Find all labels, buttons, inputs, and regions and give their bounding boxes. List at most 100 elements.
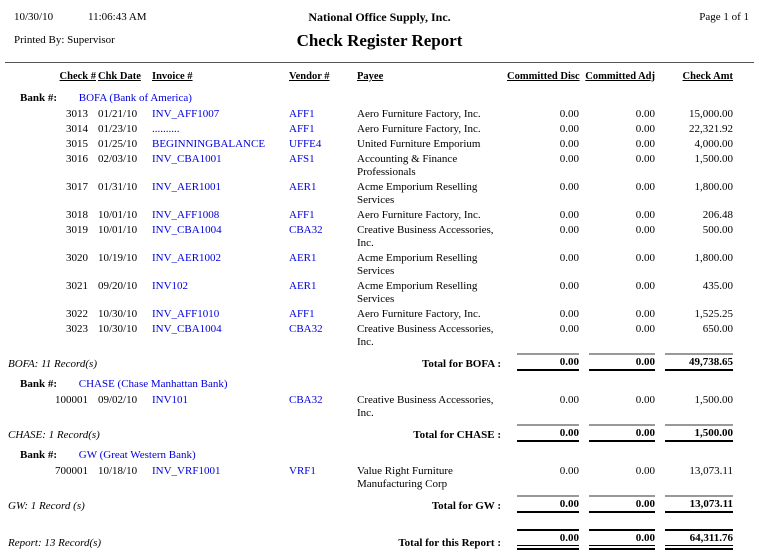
print-date: 10/30/10 [14,11,54,23]
cell-disc: 0.00 [559,308,579,320]
check-row: 700001 10/18/10 INV_VRF1001 VRF1 Value R… [8,464,733,492]
cell-check: 3014 [66,123,88,135]
bank-name: GW (Great Western Bank) [78,449,196,461]
cell-adj: 0.00 [635,123,655,135]
cell-disc: 0.00 [559,224,579,236]
double-rule [665,548,733,550]
cell-disc: 0.00 [559,252,579,264]
record-count-label: CHASE: 1 Record(s) [8,429,100,441]
cell-amt: 22,321.92 [689,123,733,135]
cell-invoice: .......... [152,123,180,135]
cell-check: 3020 [66,252,88,264]
cell-date: 10/01/10 [98,209,138,221]
cell-vendor: CBA32 [289,224,323,236]
cell-adj: 0.00 [635,108,655,120]
col-header-check: Check # [59,71,96,82]
total-adj: 0.00 [589,353,655,371]
check-row: 3020 10/19/10 INV_AER1002 AER1 Acme Empo… [8,251,733,279]
report-title: Check Register Report [296,31,463,50]
cell-disc: 0.00 [559,280,579,292]
cell-check: 3015 [66,138,88,150]
cell-amt: 1,800.00 [694,181,734,193]
cell-adj: 0.00 [635,209,655,221]
cell-payee: Aero Furniture Factory, Inc. [357,209,481,221]
cell-amt: 13,073.11 [689,465,733,477]
cell-vendor: AER1 [289,280,317,292]
cell-invoice: INV_AER1002 [152,252,222,264]
cell-disc: 0.00 [559,138,579,150]
page-indicator: Page 1 of 1 [699,11,749,23]
cell-vendor: UFFE4 [289,138,322,150]
cell-disc: 0.00 [559,209,579,221]
total-disc: 0.00 [517,353,579,371]
report-body: Bank #: BOFA (Bank of America) 3013 01/2… [8,87,733,515]
cell-invoice: INV_CBA1004 [152,224,222,236]
cell-check: 3019 [66,224,88,236]
cell-payee: Creative Business Accessories, Inc. [357,224,494,249]
cell-invoice: INV_CBA1001 [152,153,222,165]
cell-vendor: AER1 [289,181,317,193]
cell-check: 100001 [55,394,88,406]
cell-disc: 0.00 [559,323,579,335]
cell-vendor: CBA32 [289,394,323,406]
company-name: National Office Supply, Inc. [308,10,451,24]
cell-payee: Value Right Furniture Manufacturing Corp [357,465,453,490]
check-row: 3018 10/01/10 INV_AFF1008 AFF1 Aero Furn… [8,208,733,223]
cell-disc: 0.00 [559,181,579,193]
cell-vendor: AER1 [289,252,317,264]
bank-row: Bank #: BOFA (Bank of America) [8,87,733,107]
report-total-adj: 0.00 [589,529,655,546]
cell-adj: 0.00 [635,252,655,264]
col-header-check-amt: Check Amt [682,71,733,82]
cell-amt: 1,500.00 [694,153,734,165]
col-header-payee: Payee [357,71,384,82]
cell-vendor: AFF1 [289,209,315,221]
cell-adj: 0.00 [635,323,655,335]
cell-vendor: CBA32 [289,323,323,335]
cell-payee: Creative Business Accessories, Inc. [357,323,494,348]
cell-check: 700001 [55,465,88,477]
report-total-disc: 0.00 [517,529,579,546]
check-row: 3017 01/31/10 INV_AER1001 AER1 Acme Empo… [8,180,733,208]
cell-date: 01/31/10 [98,181,138,193]
check-row: 100001 09/02/10 INV101 CBA32 Creative Bu… [8,393,733,421]
cell-disc: 0.00 [559,108,579,120]
col-header-committed-disc: Committed Disc [507,71,580,82]
cell-payee: Acme Emporium Reselling Services [357,181,478,206]
cell-adj: 0.00 [635,181,655,193]
cell-vendor: AFS1 [289,153,315,165]
table-header: Check # Chk Date Invoice # Vendor # Paye… [8,63,733,87]
total-label: Total for CHASE : [413,429,501,441]
cell-check: 3021 [66,280,88,292]
check-row: 3015 01/25/10 BEGINNINGBALANCE UFFE4 Uni… [8,137,733,152]
check-row: 3019 10/01/10 INV_CBA1004 CBA32 Creative… [8,223,733,251]
cell-payee: Aero Furniture Factory, Inc. [357,308,481,320]
cell-check: 3017 [66,181,88,193]
cell-amt: 435.00 [702,280,733,292]
cell-amt: 1,800.00 [694,252,734,264]
cell-invoice: INV102 [152,280,189,292]
section-total-row: BOFA: 11 Record(s) Total for BOFA : 0.00… [8,350,733,373]
cell-adj: 0.00 [635,224,655,236]
cell-date: 10/01/10 [98,224,138,236]
report-total-row: Report: 13 Record(s) Total for this Repo… [8,515,733,552]
report-total-amt: 64,311.76 [665,529,733,546]
cell-amt: 206.48 [702,209,733,221]
col-header-vendor: Vendor # [289,71,330,82]
cell-invoice: INV101 [152,394,189,406]
col-header-invoice: Invoice # [152,71,193,82]
cell-vendor: AFF1 [289,123,315,135]
cell-payee: Acme Emporium Reselling Services [357,280,478,305]
cell-date: 10/19/10 [98,252,138,264]
printed-by: Printed By: Supervisor [14,34,115,46]
cell-check: 3013 [66,108,88,120]
cell-check: 3023 [66,323,88,335]
double-rule [589,548,655,550]
cell-adj: 0.00 [635,465,655,477]
bank-name: CHASE (Chase Manhattan Bank) [78,378,228,390]
cell-check: 3018 [66,209,88,221]
cell-payee: Accounting & Finance Professionals [357,153,458,178]
cell-invoice: INV_AER1001 [152,181,222,193]
cell-payee: United Furniture Emporium [357,138,481,150]
